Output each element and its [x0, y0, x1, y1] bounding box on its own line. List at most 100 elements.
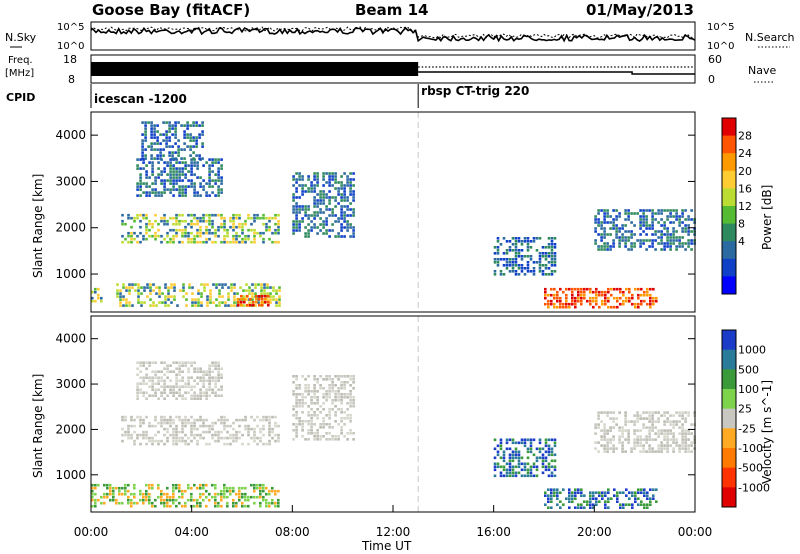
heatmap-cell [295, 423, 298, 426]
heatmap-cell [150, 148, 153, 151]
heatmap-cell [328, 235, 331, 238]
heatmap-cell [562, 503, 565, 506]
heatmap-cell [191, 301, 194, 304]
heatmap-cell [158, 286, 161, 289]
heatmap-cell [669, 444, 672, 447]
heatmap-cell [663, 224, 666, 227]
heatmap-cell [304, 232, 307, 235]
heatmap-cell [325, 423, 328, 426]
heatmap-cell [556, 299, 559, 303]
heatmap-cell [217, 161, 220, 164]
heatmap-cell [604, 299, 607, 303]
heatmap-cell [235, 433, 238, 437]
heatmap-cell [183, 157, 186, 160]
heatmap-cell [256, 436, 259, 440]
heatmap-cell [660, 248, 663, 251]
heatmap-cell [630, 447, 633, 450]
heatmap-cell [253, 489, 256, 493]
heatmap-cell [604, 293, 607, 297]
heatmap-cell [205, 228, 208, 232]
heatmap-cell [205, 397, 208, 400]
heatmap-cell [183, 136, 186, 139]
heatmap-cell [220, 492, 223, 496]
heatmap-cell [298, 220, 301, 223]
heatmap-cell [277, 424, 280, 428]
heatmap-cell [574, 305, 577, 309]
heatmap-cell [172, 170, 175, 173]
heatmap-cell [175, 213, 178, 217]
heatmap-cell [672, 426, 675, 429]
heatmap-cell [220, 176, 223, 179]
heatmap-cell [175, 436, 178, 440]
heatmap-cell [184, 173, 187, 176]
heatmap-cell [687, 432, 690, 435]
heatmap-cell [672, 414, 675, 417]
heatmap-cell [595, 503, 598, 506]
heatmap-cell [499, 471, 503, 475]
heatmap-cell [170, 283, 173, 286]
heatmap-cell [152, 283, 155, 286]
heatmap-cell [298, 172, 301, 175]
heatmap-cell [148, 501, 151, 505]
heatmap-cell [106, 492, 109, 496]
heatmap-cell [600, 435, 603, 438]
heatmap-cell [259, 501, 262, 505]
heatmap-cell [223, 240, 226, 244]
heatmap-cell [643, 299, 646, 303]
heatmap-cell [125, 304, 128, 307]
heatmap-cell [654, 212, 657, 215]
heatmap-cell [171, 133, 174, 136]
heatmap-cell [517, 273, 521, 276]
heatmap-cell [226, 436, 229, 440]
heatmap-cell [274, 492, 277, 496]
heatmap-cell [319, 375, 322, 378]
heatmap-cell [612, 239, 615, 242]
heatmap-cell [271, 231, 274, 235]
heatmap-cell [526, 240, 530, 243]
heatmap-cell [529, 240, 533, 243]
heatmap-cell [340, 193, 343, 196]
heatmap-cell [580, 287, 583, 291]
heatmap-cell [301, 220, 304, 223]
heatmap-cell [176, 304, 179, 307]
nsky-frame [90, 21, 696, 51]
heatmap-cell [142, 495, 145, 499]
heatmap-cell [203, 286, 206, 289]
heatmap-cell [346, 417, 349, 420]
heatmap-cell [166, 492, 169, 496]
heatmap-cell [547, 261, 551, 264]
heatmap-cell [616, 296, 619, 300]
heatmap-cell [328, 378, 331, 381]
heatmap-cell [256, 486, 259, 490]
heatmap-cell [520, 240, 524, 243]
heatmap-cell [636, 420, 639, 423]
heatmap-cell [232, 501, 235, 505]
heatmap-cell [508, 258, 512, 261]
heatmap-cell [241, 222, 244, 226]
heatmap-cell [265, 498, 268, 502]
heatmap-cell [214, 161, 217, 164]
date-title: 01/May/2013 [586, 1, 694, 19]
colorbar-tick-label: 25 [738, 403, 752, 416]
heatmap-cell [184, 167, 187, 170]
heatmap-cell [553, 270, 557, 273]
heatmap-cell [649, 497, 652, 500]
heatmap-cell [541, 447, 545, 451]
heatmap-cell [151, 504, 154, 508]
heatmap-cell [331, 208, 334, 211]
heatmap-cell [550, 474, 554, 478]
heatmap-cell [594, 215, 597, 218]
heatmap-cell [208, 427, 211, 431]
heatmap-cell [343, 226, 346, 229]
heatmap-cell [652, 296, 655, 300]
heatmap-cell [631, 506, 634, 509]
heatmap-cell [609, 215, 612, 218]
heatmap-cell [253, 237, 256, 241]
heatmap-cell [196, 382, 199, 385]
heatmap-cell [648, 239, 651, 242]
heatmap-cell [142, 234, 145, 238]
heatmap-cell [612, 224, 615, 227]
heatmap-cell [636, 441, 639, 444]
heatmap-cell [681, 411, 684, 414]
